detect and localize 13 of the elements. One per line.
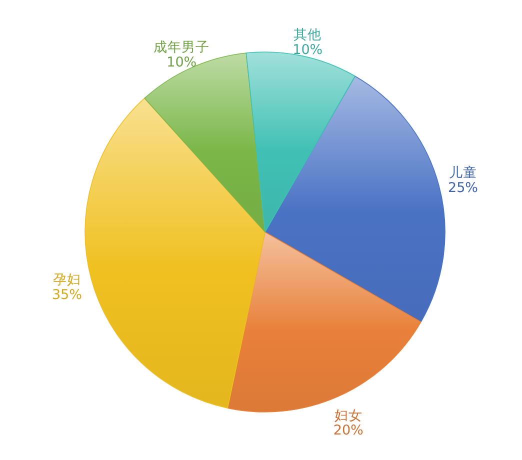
data-label: 10% <box>292 42 323 58</box>
data-label: 35% <box>52 287 82 304</box>
slice-label: 孕妇 <box>52 272 81 288</box>
pie-slice <box>84 98 266 408</box>
data-label: 10% <box>166 54 197 70</box>
pie-slice <box>144 52 266 232</box>
data-label: 25% <box>448 180 478 196</box>
data-label: 20% <box>333 422 364 439</box>
slice-label: 妇女 <box>334 408 362 424</box>
slice-label: 成年男子 <box>154 40 210 56</box>
slice-label: 儿童 <box>449 165 478 182</box>
pie-slice <box>264 76 446 322</box>
slice-label: 其他 <box>294 27 322 44</box>
